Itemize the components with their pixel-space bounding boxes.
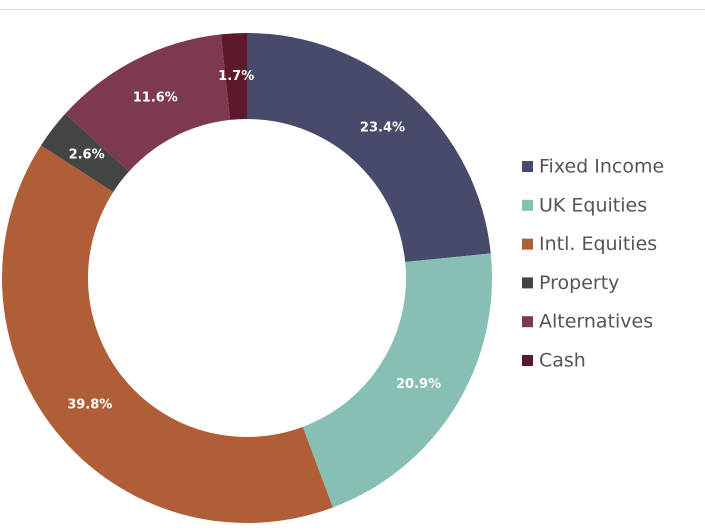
slice-label: 1.7% <box>218 69 254 84</box>
legend-label: UK Equities <box>539 194 647 216</box>
legend-label: Intl. Equities <box>539 233 657 255</box>
legend-swatch <box>522 238 533 250</box>
slice-label: 2.6% <box>69 148 105 163</box>
legend-label: Alternatives <box>539 311 653 333</box>
legend-label: Cash <box>539 350 586 372</box>
legend-swatch <box>522 316 533 328</box>
donut-slice <box>220 33 247 120</box>
legend-swatch <box>522 277 533 289</box>
donut-slice <box>65 34 231 172</box>
slice-label: 11.6% <box>133 91 178 106</box>
legend-swatch <box>522 161 533 172</box>
legend-swatch <box>522 199 533 211</box>
donut-slice <box>40 113 130 192</box>
legend-swatch <box>522 355 533 366</box>
slice-label: 39.8% <box>67 397 112 412</box>
donut-slice <box>302 253 492 508</box>
donut-slice <box>2 145 333 523</box>
donut-slice <box>247 33 491 263</box>
slice-label: 23.4% <box>360 121 405 136</box>
slice-label: 20.9% <box>396 377 441 392</box>
legend-label: Fixed Income <box>539 156 664 178</box>
legend-label: Property <box>539 272 619 294</box>
